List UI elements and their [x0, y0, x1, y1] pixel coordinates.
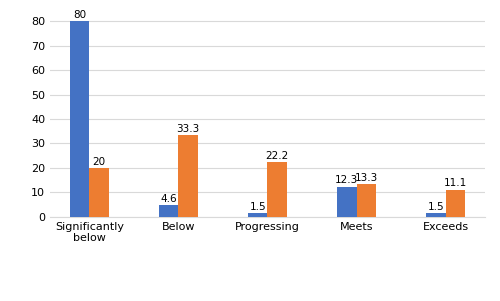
Bar [268, 163, 287, 217]
Text: 4.6: 4.6 [160, 194, 177, 204]
Text: 1.5: 1.5 [250, 202, 266, 212]
Text: 80: 80 [73, 10, 86, 20]
Bar [337, 187, 356, 217]
Text: 13.3: 13.3 [354, 173, 378, 183]
Text: 12.3: 12.3 [335, 175, 358, 185]
Text: 33.3: 33.3 [176, 124, 200, 134]
Bar [356, 184, 376, 217]
Text: 1.5: 1.5 [428, 202, 444, 212]
Bar [90, 168, 109, 217]
Text: 20: 20 [92, 157, 106, 167]
Text: 22.2: 22.2 [266, 151, 289, 161]
Bar [248, 213, 268, 217]
Bar [178, 135, 198, 217]
Text: 11.1: 11.1 [444, 178, 467, 188]
Bar [426, 213, 446, 217]
Bar [70, 21, 89, 217]
Bar [159, 206, 178, 217]
Bar [446, 190, 465, 217]
